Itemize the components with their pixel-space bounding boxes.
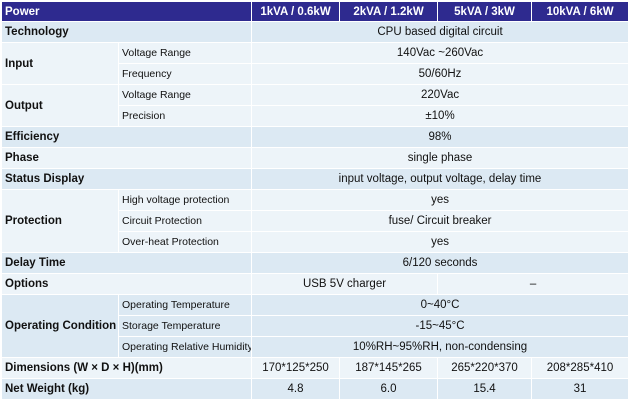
humidity-value: 10%RH~95%RH, non-condensing <box>251 336 630 358</box>
options-small-models-value: USB 5V charger <box>251 273 439 295</box>
net-weight-10kva-value: 31 <box>531 378 630 400</box>
options-label: Options <box>0 273 253 295</box>
delay-time-value: 6/120 seconds <box>251 252 630 274</box>
input-voltage-range-value: 140Vac ~260Vac <box>251 42 630 64</box>
power-header: Power <box>0 1 253 22</box>
table-row: Precision ±10% <box>2 105 630 127</box>
humidity-label: Operating Relative Humidity <box>117 336 253 358</box>
table-row: Input Voltage Range 140Vac ~260Vac <box>1 42 630 85</box>
output-label: Output <box>1 84 119 127</box>
efficiency-value: 98% <box>251 126 630 148</box>
net-weight-label: Net Weight (kg) <box>0 378 253 400</box>
table-row: Net Weight (kg) 4.8 6.0 15.4 31 <box>0 378 630 400</box>
input-label: Input <box>1 42 119 85</box>
model-5kva-header: 5kVA / 3kW <box>437 1 533 22</box>
operating-temperature-value: 0~40°C <box>251 294 630 316</box>
efficiency-label: Efficiency <box>0 126 253 148</box>
phase-value: single phase <box>251 147 630 169</box>
output-voltage-range-value: 220Vac <box>251 84 630 106</box>
storage-temperature-label: Storage Temperature <box>117 315 253 337</box>
input-frequency-label: Frequency <box>117 63 253 85</box>
over-heat-protection-value: yes <box>251 231 630 253</box>
options-large-models-value: – <box>437 273 630 295</box>
dimensions-10kva-value: 208*285*410 <box>531 357 630 379</box>
delay-time-label: Delay Time <box>0 252 253 274</box>
net-weight-5kva-value: 15.4 <box>437 378 533 400</box>
operating-condition-label: Operating Condition <box>1 294 119 358</box>
table-row: Output Voltage Range 220Vac <box>1 84 630 127</box>
table-row: Circuit Protection fuse/ Circuit breaker <box>2 210 630 232</box>
dimensions-5kva-value: 265*220*370 <box>437 357 533 379</box>
table-row: Technology CPU based digital circuit <box>0 21 630 43</box>
technology-label: Technology <box>0 21 253 43</box>
dimensions-2kva-value: 187*145*265 <box>339 357 439 379</box>
net-weight-1kva-value: 4.8 <box>251 378 341 400</box>
input-frequency-value: 50/60Hz <box>251 63 630 85</box>
output-precision-label: Precision <box>117 105 253 127</box>
status-display-value: input voltage, output voltage, delay tim… <box>251 168 630 190</box>
input-voltage-range-label: Voltage Range <box>117 42 253 64</box>
circuit-protection-label: Circuit Protection <box>117 210 253 232</box>
storage-temperature-value: -15~45°C <box>251 315 630 337</box>
table-row: Protection High voltage protection yes <box>1 189 630 253</box>
table-row: Options USB 5V charger – <box>0 273 630 295</box>
header-row: Power 1kVA / 0.6kW 2kVA / 1.2kW 5kVA / 3… <box>0 1 630 22</box>
table-row: Operating Relative Humidity 10%RH~95%RH,… <box>2 336 630 358</box>
operating-temperature-label: Operating Temperature <box>117 294 253 316</box>
table-row: Storage Temperature -15~45°C <box>2 315 630 337</box>
table-row: Phase single phase <box>0 147 630 169</box>
over-heat-protection-label: Over-heat Protection <box>117 231 253 253</box>
table-row: Status Display input voltage, output vol… <box>0 168 630 190</box>
technology-value: CPU based digital circuit <box>251 21 630 43</box>
model-1kva-header: 1kVA / 0.6kW <box>251 1 341 22</box>
circuit-protection-value: fuse/ Circuit breaker <box>251 210 630 232</box>
net-weight-2kva-value: 6.0 <box>339 378 439 400</box>
protection-label: Protection <box>1 189 119 253</box>
model-10kva-header: 10kVA / 6kW <box>531 1 630 22</box>
dimensions-label: Dimensions (W × D × H)(mm) <box>0 357 253 379</box>
table-row: Frequency 50/60Hz <box>2 63 630 85</box>
high-voltage-protection-label: High voltage protection <box>117 189 253 211</box>
table-row: Operating Condition Operating Temperatur… <box>1 294 630 358</box>
high-voltage-protection-value: yes <box>251 189 630 211</box>
phase-label: Phase <box>0 147 253 169</box>
dimensions-1kva-value: 170*125*250 <box>251 357 341 379</box>
model-2kva-header: 2kVA / 1.2kW <box>339 1 439 22</box>
table-row: Delay Time 6/120 seconds <box>0 252 630 274</box>
spec-table: Power 1kVA / 0.6kW 2kVA / 1.2kW 5kVA / 3… <box>0 1 630 400</box>
status-display-label: Status Display <box>0 168 253 190</box>
table-row: Efficiency 98% <box>0 126 630 148</box>
table-row: Dimensions (W × D × H)(mm) 170*125*250 1… <box>0 357 630 379</box>
output-voltage-range-label: Voltage Range <box>117 84 253 106</box>
output-precision-value: ±10% <box>251 105 630 127</box>
